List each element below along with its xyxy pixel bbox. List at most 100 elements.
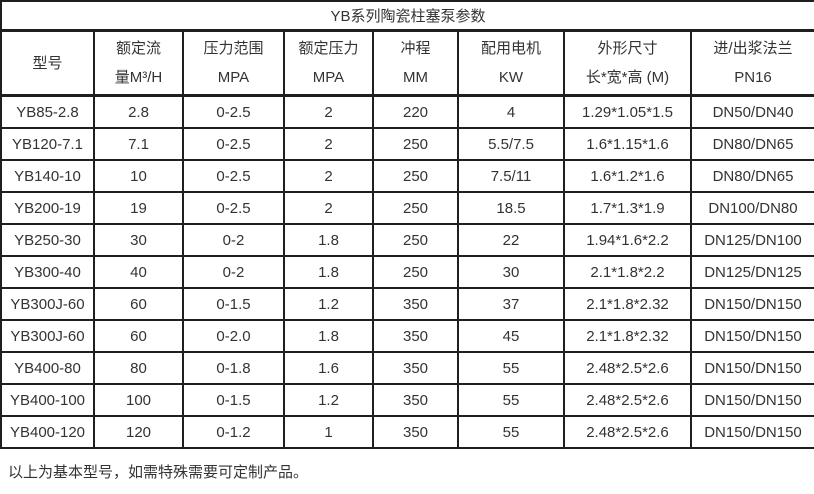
cell: 1.6*1.2*1.6 xyxy=(563,159,692,193)
cell: 2.48*2.5*2.6 xyxy=(563,415,692,449)
cell: 250 xyxy=(372,159,459,193)
cell: 1.2 xyxy=(283,383,374,417)
cell: 60 xyxy=(93,319,184,353)
cell: YB200-19 xyxy=(0,191,95,225)
cell: 0-2 xyxy=(182,255,285,289)
header-cell-sub: 量M³/H xyxy=(114,69,163,86)
cell: YB400-80 xyxy=(0,351,95,385)
cell: DN150/DN150 xyxy=(689,351,814,385)
cell: 0-1.5 xyxy=(182,287,285,321)
header-cell-sub: KW xyxy=(498,69,524,86)
table-row: YB400-80 80 0-1.8 1.6 350 55 2.48*2.5*2.6 DN150… xyxy=(0,351,814,385)
header-cell-label: 额定压力 xyxy=(298,40,359,57)
cell: 4 xyxy=(457,94,565,129)
cell: 22 xyxy=(457,223,565,257)
cell: 2.8 xyxy=(93,94,184,129)
cell: 0-2.5 xyxy=(182,127,285,161)
header-cell-sub: PN16 xyxy=(734,69,772,86)
cell: 1.8 xyxy=(283,223,374,257)
spec-table: YB系列陶瓷柱塞泵参数 型号 额定流 量M³/H 压力范围 MPA 额定压力 MPA 冲程 MM… xyxy=(0,0,814,449)
cell: YB400-120 xyxy=(0,415,95,449)
cell: 0-2.0 xyxy=(182,319,285,353)
cell: 40 xyxy=(93,255,184,289)
cell: 2 xyxy=(283,191,374,225)
cell: DN100/DN80 xyxy=(689,191,814,225)
cell: 250 xyxy=(372,191,459,225)
cell: 18.5 xyxy=(457,191,565,225)
header-cell-sub: MM xyxy=(403,69,428,86)
cell: YB140-10 xyxy=(0,159,95,193)
cell: YB300-40 xyxy=(0,255,95,289)
cell: 55 xyxy=(457,351,565,385)
header-cell-sub: 长*宽*高 (M) xyxy=(585,69,670,86)
cell: 350 xyxy=(372,351,459,385)
cell: 100 xyxy=(93,383,184,417)
cell: 2.1*1.8*2.32 xyxy=(563,287,692,321)
cell: 0-1.8 xyxy=(182,351,285,385)
header-cell: 型号 xyxy=(0,29,95,97)
cell: 1.94*1.6*2.2 xyxy=(563,223,692,257)
header-cell-sub: MPA xyxy=(312,69,345,86)
table-row: YB200-19 19 0-2.5 2 250 18.5 1.7*1.3*1.9 DN100/… xyxy=(0,191,814,225)
cell: 2.48*2.5*2.6 xyxy=(563,383,692,417)
cell: 120 xyxy=(93,415,184,449)
cell: 1.8 xyxy=(283,319,374,353)
cell: 19 xyxy=(93,191,184,225)
cell: 55 xyxy=(457,383,565,417)
cell: 0-2.5 xyxy=(182,94,285,129)
table-title-row: YB系列陶瓷柱塞泵参数 xyxy=(0,0,814,32)
cell: 7.5/11 xyxy=(457,159,565,193)
cell: YB120-7.1 xyxy=(0,127,95,161)
header-cell-label: 冲程 xyxy=(400,40,431,57)
header-cell: 冲程 MM xyxy=(372,29,459,97)
cell: 2 xyxy=(283,159,374,193)
cell: 30 xyxy=(93,223,184,257)
footer-note: 以上为基本型号，如需特殊需要可定制产品。 xyxy=(8,464,309,481)
cell: YB300J-60 xyxy=(0,287,95,321)
cell: 30 xyxy=(457,255,565,289)
header-cell-label: 压力范围 xyxy=(203,40,264,57)
cell: 1.8 xyxy=(283,255,374,289)
cell: 2.48*2.5*2.6 xyxy=(563,351,692,385)
cell: DN125/DN100 xyxy=(689,223,814,257)
table-row: YB300J-60 60 0-2.0 1.8 350 45 2.1*1.8*2.32 DN15… xyxy=(0,319,814,353)
table-row: YB400-120 120 0-1.2 1 350 55 2.48*2.5*2.6 DN150… xyxy=(0,415,814,449)
table-row: YB140-10 10 0-2.5 2 250 7.5/11 1.6*1.2*1.6 DN80… xyxy=(0,159,814,193)
cell: 1.29*1.05*1.5 xyxy=(563,94,692,129)
cell: 0-2 xyxy=(182,223,285,257)
header-cell: 外形尺寸 长*宽*高 (M) xyxy=(563,29,692,97)
table-title: YB系列陶瓷柱塞泵参数 xyxy=(0,0,814,32)
cell: 1 xyxy=(283,415,374,449)
cell: YB250-30 xyxy=(0,223,95,257)
cell: 2 xyxy=(283,94,374,129)
cell: 2.1*1.8*2.2 xyxy=(563,255,692,289)
cell: 350 xyxy=(372,383,459,417)
cell: DN150/DN150 xyxy=(689,383,814,417)
header-cell-label: 进/出浆法兰 xyxy=(713,40,793,57)
cell: 0-1.2 xyxy=(182,415,285,449)
cell: YB400-100 xyxy=(0,383,95,417)
header-cell-label: 配用电机 xyxy=(480,40,541,57)
cell: 1.6*1.15*1.6 xyxy=(563,127,692,161)
table-header-row: 型号 额定流 量M³/H 压力范围 MPA 额定压力 MPA 冲程 MM 配用电机 KW 外形尺寸 长*… xyxy=(0,29,814,97)
cell: 7.1 xyxy=(93,127,184,161)
cell: 0-2.5 xyxy=(182,191,285,225)
cell: 250 xyxy=(372,127,459,161)
header-cell-sub: MPA xyxy=(217,69,250,86)
table-row: YB400-100 100 0-1.5 1.2 350 55 2.48*2.5*2.6 DN1… xyxy=(0,383,814,417)
cell: 350 xyxy=(372,415,459,449)
cell: 350 xyxy=(372,319,459,353)
cell: DN80/DN65 xyxy=(689,159,814,193)
cell: DN150/DN150 xyxy=(689,415,814,449)
cell: DN125/DN125 xyxy=(689,255,814,289)
cell: 2 xyxy=(283,127,374,161)
cell: 1.7*1.3*1.9 xyxy=(563,191,692,225)
table-row: YB250-30 30 0-2 1.8 250 22 1.94*1.6*2.2 DN125/D… xyxy=(0,223,814,257)
table-row: YB300-40 40 0-2 1.8 250 30 2.1*1.8*2.2 DN125/DN… xyxy=(0,255,814,289)
cell: 80 xyxy=(93,351,184,385)
cell: 55 xyxy=(457,415,565,449)
cell: 220 xyxy=(372,94,459,129)
cell: 250 xyxy=(372,255,459,289)
cell: YB300J-60 xyxy=(0,319,95,353)
